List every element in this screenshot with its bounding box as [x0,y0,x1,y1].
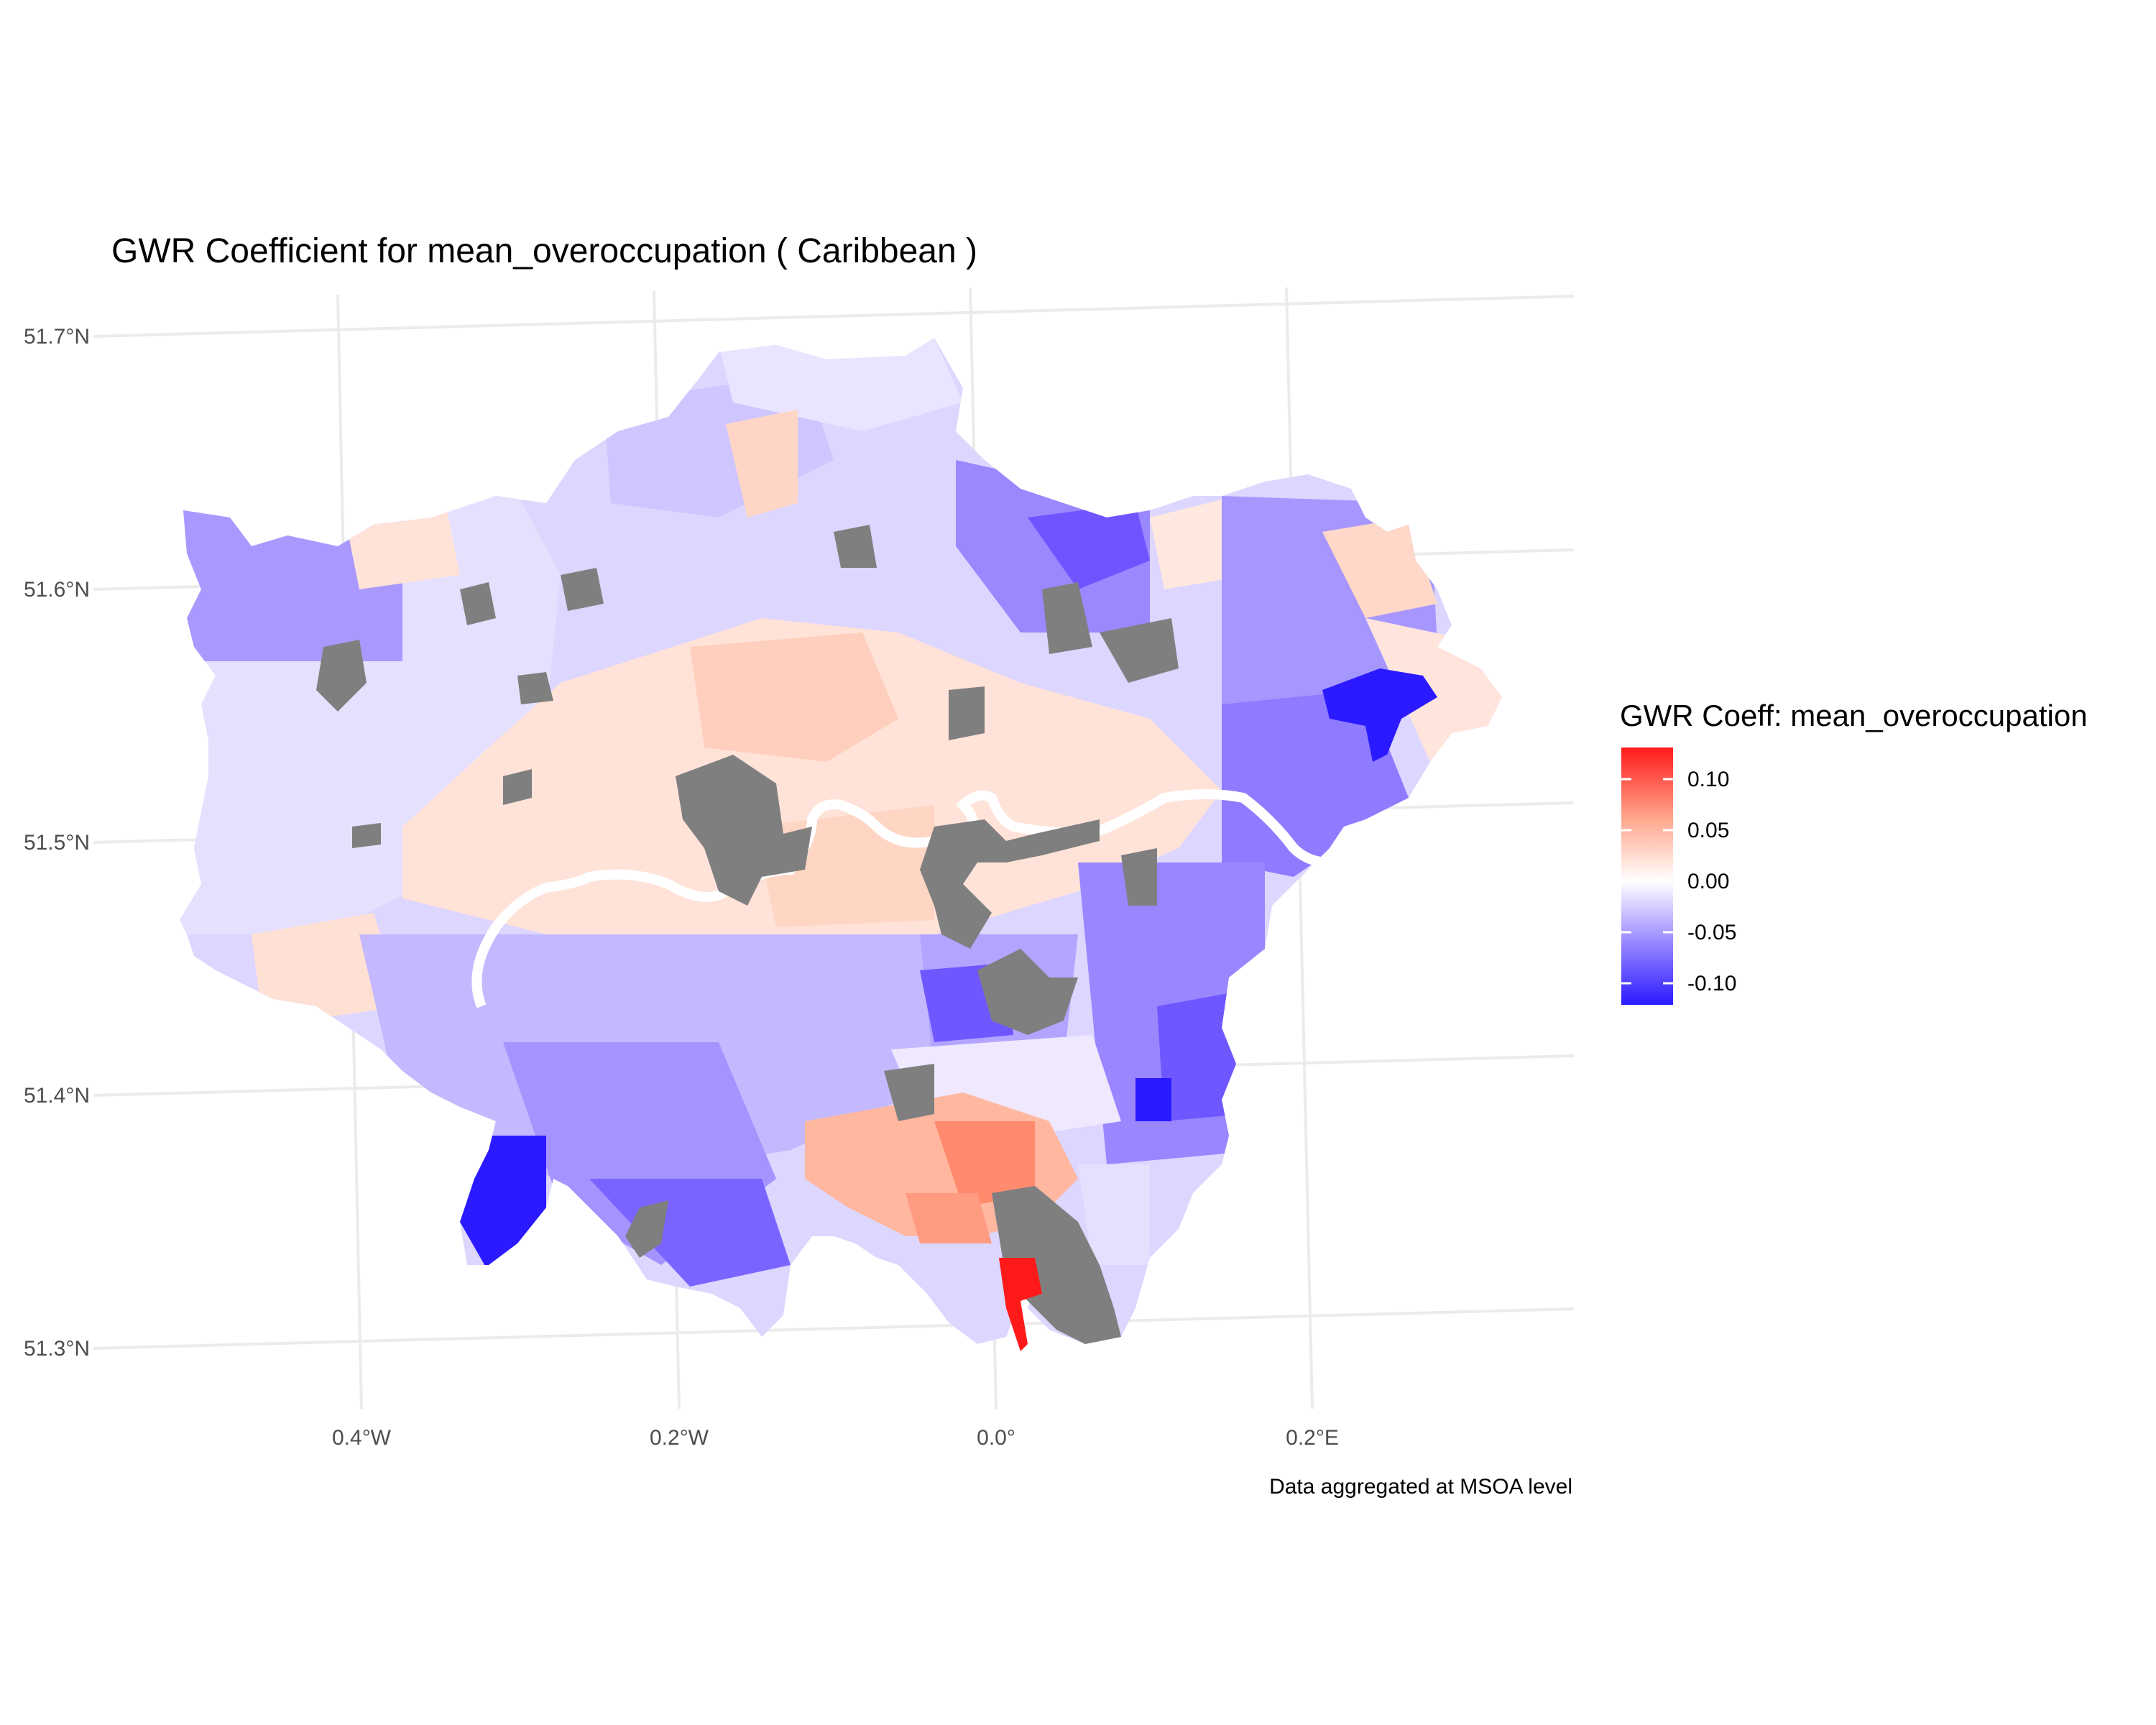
missing-area-docklands [920,819,1100,949]
missing-area-hendon [561,568,604,611]
missing-area-ealing [503,769,532,805]
x-tick-label: 0.2°W [650,1426,709,1450]
x-axis-ticks: 0.4°W 0.2°W 0.0° 0.2°E [332,1426,1339,1450]
y-tick-label: 51.5°N [24,831,90,855]
missing-area-hackney [949,686,985,740]
orpington-zone [1078,1164,1150,1265]
croydon-core-zone [934,1121,1035,1208]
parallel-51-7 [93,295,1575,338]
legend: GWR Coeff: mean_overoccupation 0.10 0.05… [1620,699,2088,1005]
y-tick-label: 51.6°N [24,578,90,602]
legend-label: -0.05 [1687,921,1736,944]
missing-area-south-east [977,949,1078,1035]
north-salmon-zone [726,410,798,518]
south-tip-zone [1035,1337,1064,1344]
missing-area-hayes [352,823,381,848]
legend-label: 0.00 [1687,870,1729,893]
missing-area-edgware [460,582,496,625]
enfield-zone [719,338,963,431]
parallel-51-3 [93,1307,1575,1350]
plot-title: GWR Coefficient for mean_overoccupation … [111,232,977,270]
bexley-core-zone [1157,992,1243,1121]
chingford-zone [1028,503,1150,589]
caption: Data aggregated at MSOA level [1269,1475,1572,1499]
y-tick-label: 51.7°N [24,325,90,349]
harrow-zone [345,503,460,589]
upminster-hot-patch [1322,668,1437,762]
sutton-zone [589,1179,791,1287]
missing-area-leyton [1042,582,1092,654]
havering-north-zone [1322,518,1437,618]
missing-area-tottenham [834,525,877,568]
y-axis-ticks: 51.7°N 51.6°N 51.5°N 51.4°N 51.3°N [24,325,90,1361]
south-hot-patch [999,1258,1042,1351]
legend-label: 0.10 [1687,768,1729,791]
legend-colorbar [1621,748,1673,1005]
x-tick-label: 0.4°W [332,1426,392,1450]
x-tick-label: 0.2°E [1286,1426,1339,1450]
legend-title: GWR Coeff: mean_overoccupation [1620,699,2088,732]
barking-zone [1222,690,1409,877]
camden-zone [690,632,898,762]
y-tick-label: 51.3°N [24,1337,90,1361]
missing-area-biggin-hill [992,1186,1121,1344]
x-tick-label: 0.0° [977,1426,1015,1450]
central-zone [402,618,1222,949]
purley-zone [906,1193,992,1243]
missing-area-ilford [1100,618,1179,683]
london-choropleth [180,338,1502,1351]
thames-river [471,789,1330,1008]
legend-label: -0.10 [1687,972,1736,995]
missing-data-areas [316,525,1179,1344]
legend-label: 0.05 [1687,819,1729,842]
missing-area-banstead [625,1200,668,1258]
legend-ticks [1621,778,1673,985]
missing-area-wembley [517,672,553,704]
bexley-hot-zone [1135,1078,1171,1121]
missing-area-thamesmead [1121,848,1157,906]
y-tick-label: 51.4°N [24,1084,90,1108]
missing-area-south [884,1064,934,1121]
missing-area-west [316,640,367,712]
missing-area-central [676,755,812,906]
